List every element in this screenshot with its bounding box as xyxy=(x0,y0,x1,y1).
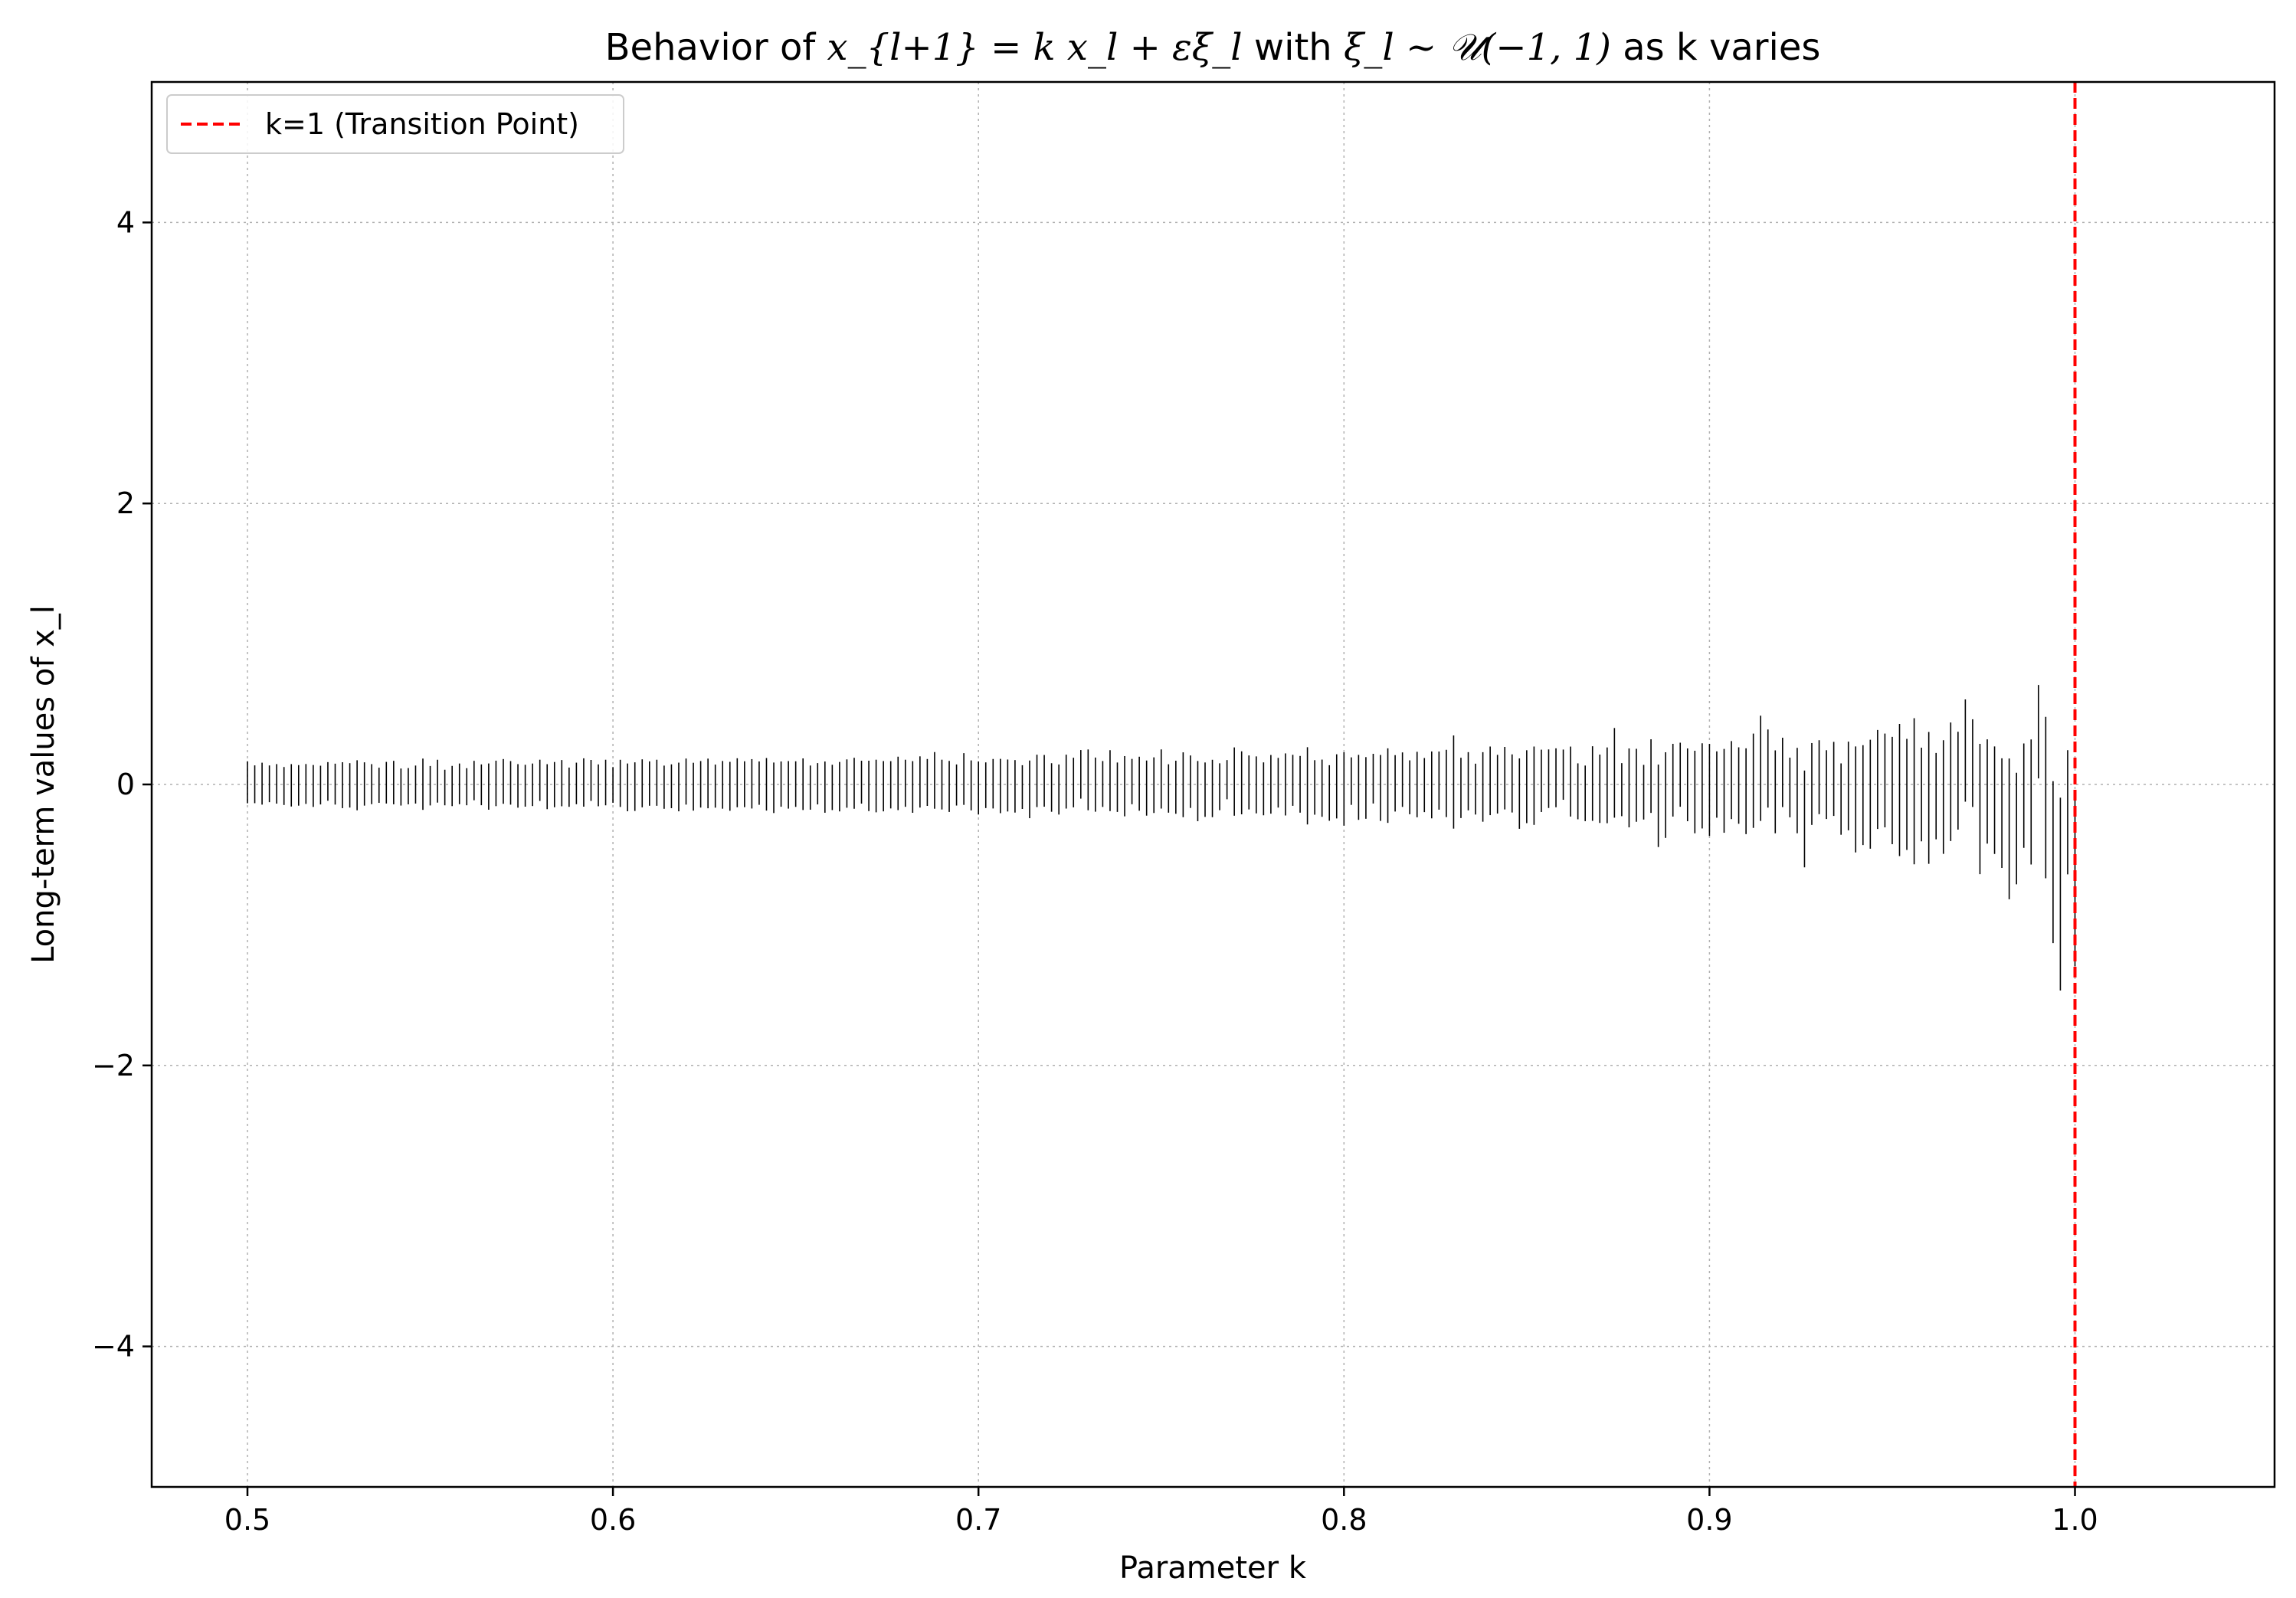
data-series xyxy=(247,685,2076,991)
legend-box xyxy=(166,94,624,154)
chart-title: Behavior of x_{l+1} = k x_l + εξ_l with … xyxy=(605,26,1821,69)
y-tick-label: 2 xyxy=(116,486,135,520)
x-tick-label: 0.7 xyxy=(955,1503,1001,1537)
x-axis: 0.5 0.6 0.7 0.8 0.9 1.0 xyxy=(224,1487,2098,1537)
legend: k=1 (Transition Point) xyxy=(166,94,624,154)
x-tick-label: 0.5 xyxy=(224,1503,270,1537)
y-tick-label: 0 xyxy=(116,768,135,801)
title-middle: with xyxy=(1243,26,1344,69)
title-suffix: as k varies xyxy=(1611,26,1820,69)
y-tick-label: −4 xyxy=(92,1330,135,1364)
title-prefix: Behavior of xyxy=(605,26,827,69)
x-axis-label: Parameter k xyxy=(1119,1551,1307,1586)
x-tick-label: 0.8 xyxy=(1321,1503,1367,1537)
y-axis-label: Long-term values of x_l xyxy=(26,605,61,964)
x-tick-label: 0.6 xyxy=(590,1503,636,1537)
title-noise: ξ_l ~ 𝒰(−1, 1) xyxy=(1344,26,1611,69)
grid-lines xyxy=(152,82,2275,1487)
y-tick-label: −2 xyxy=(92,1049,135,1082)
y-tick-label: 4 xyxy=(116,205,135,239)
x-tick-label: 0.9 xyxy=(1686,1503,1732,1537)
title-equation: x_{l+1} = k x_l + εξ_l xyxy=(827,26,1243,69)
y-axis: −4 −2 0 2 4 xyxy=(92,205,152,1364)
legend-entry-label: k=1 (Transition Point) xyxy=(265,107,579,141)
x-tick-label: 1.0 xyxy=(2052,1503,2098,1537)
